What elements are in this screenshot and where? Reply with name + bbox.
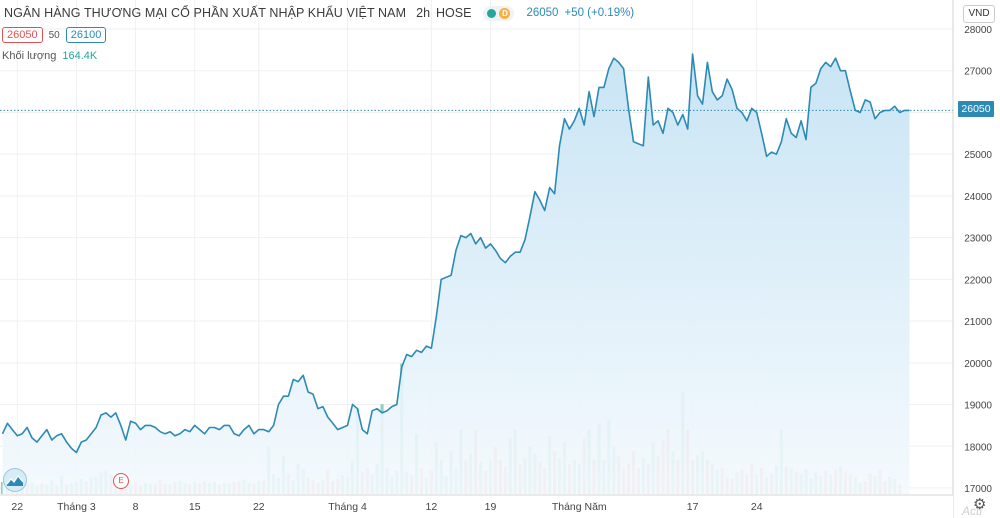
x-tick-label: 22 bbox=[253, 501, 265, 513]
x-tick-label: Tháng Năm bbox=[552, 501, 607, 513]
y-tick-label: 24000 bbox=[964, 192, 992, 203]
y-tick-label: 28000 bbox=[964, 25, 992, 36]
status-badges[interactable]: D bbox=[483, 5, 515, 21]
last-price: 26050 bbox=[526, 7, 559, 19]
y-axis[interactable]: 17000 18000 19000 20000 21000 22000 23000 24000… bbox=[952, 0, 1000, 518]
price-area bbox=[2, 54, 910, 494]
price-line-group bbox=[0, 53, 958, 454]
gear-icon[interactable]: ⚙ bbox=[973, 496, 987, 513]
time-scale-bg[interactable] bbox=[0, 495, 953, 518]
volume-value: 164.4K bbox=[62, 50, 98, 62]
y-tick-label: 18000 bbox=[964, 442, 992, 453]
earnings-event-marker[interactable]: E bbox=[113, 473, 129, 489]
tradingview-logo-icon[interactable] bbox=[3, 468, 27, 492]
timeframe-label[interactable]: 2h bbox=[416, 6, 431, 20]
y-tick-label: 19000 bbox=[964, 401, 992, 412]
volume-bar bbox=[0, 482, 5, 494]
x-tick-label: Tháng 3 bbox=[57, 501, 96, 513]
symbol-header: NGÂN HÀNG THƯƠNG MẠI CỔ PHẦN XUẤT NHẬP K… bbox=[4, 5, 635, 21]
x-tick-label: 15 bbox=[189, 501, 201, 513]
y-tick-label: 21000 bbox=[964, 317, 992, 328]
bid-ask-row: 26050 50 26100 bbox=[2, 27, 107, 43]
x-tick-label: 19 bbox=[485, 501, 497, 513]
ask-price-box[interactable]: 26100 bbox=[65, 27, 107, 43]
price-area-fill bbox=[2, 54, 910, 494]
price-scale-bg[interactable] bbox=[953, 0, 1000, 518]
bid-price-box[interactable]: 26050 bbox=[2, 27, 43, 43]
y-tick-label: 27000 bbox=[964, 67, 992, 78]
x-tick-label: 8 bbox=[133, 501, 139, 513]
y-tick-label: 20000 bbox=[964, 359, 992, 370]
market-status-icon bbox=[487, 8, 497, 18]
symbol-name[interactable]: NGÂN HÀNG THƯƠNG MẠI CỔ PHẦN XUẤT NHẬP K… bbox=[4, 6, 407, 20]
y-tick-label: 22000 bbox=[964, 275, 992, 286]
x-tick-label: 17 bbox=[687, 501, 699, 513]
last-price-tag: 26050 bbox=[958, 101, 994, 117]
x-axis[interactable]: 22 Tháng 3 8 15 22 Tháng 4 12 19 Tháng Năm 17 24 bbox=[0, 494, 953, 518]
x-tick-label: 24 bbox=[751, 501, 763, 513]
x-tick-label: 22 bbox=[11, 501, 23, 513]
activation-watermark: Acti bbox=[962, 504, 983, 518]
price-change: +50 (+0.19%) bbox=[564, 7, 635, 19]
y-tick-label: 23000 bbox=[964, 234, 992, 245]
volume-label[interactable]: Khối lượng bbox=[2, 50, 57, 62]
spread-value: 50 bbox=[48, 29, 60, 41]
x-tick-label: Tháng 4 bbox=[328, 501, 367, 513]
x-tick-label: 12 bbox=[426, 501, 438, 513]
volume-legend: Khối lượng 164.4K bbox=[2, 50, 97, 62]
delayed-data-badge: D bbox=[499, 7, 511, 19]
exchange-label: HOSE bbox=[436, 6, 472, 20]
y-tick-label: 25000 bbox=[964, 150, 992, 161]
price-line bbox=[1, 53, 910, 454]
y-tick-label: 17000 bbox=[964, 484, 992, 495]
currency-label[interactable]: VND bbox=[963, 5, 995, 23]
